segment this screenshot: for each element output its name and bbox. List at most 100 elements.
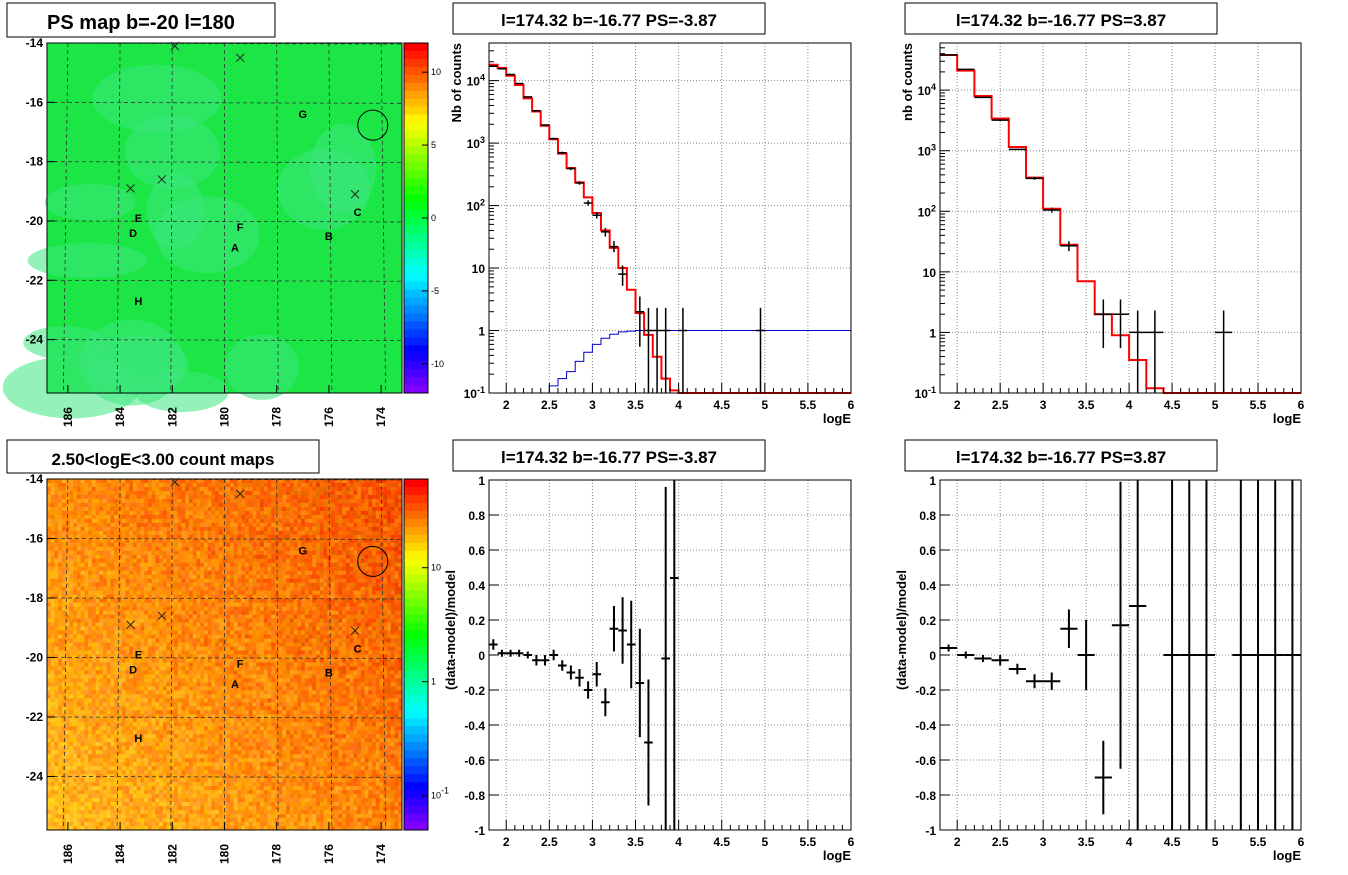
title-box xyxy=(6,2,276,38)
colorbar-step xyxy=(404,518,428,528)
data-point xyxy=(1215,310,1233,393)
data-point xyxy=(489,639,498,650)
source-label: D xyxy=(129,664,137,676)
colorbar: 10 5 0 -5 -10 xyxy=(403,42,444,394)
data-point xyxy=(575,669,584,687)
y-tick-label: -0.6 xyxy=(915,754,936,768)
x-tick-label: 5.5 xyxy=(800,835,817,849)
count-map-panel: 186 184 182 180 178 176 174 -14 -16 -18 -20 -22 -24 A… xyxy=(26,472,449,864)
colorbar-step xyxy=(404,162,428,171)
colorbar-step xyxy=(404,305,428,314)
colorbar-tick-label: 0 xyxy=(431,213,436,223)
data-point xyxy=(974,96,992,99)
y-tick-label: -22 xyxy=(26,273,44,287)
colorbar-step xyxy=(404,702,428,711)
map-gridline xyxy=(276,478,279,831)
data-point xyxy=(661,487,670,830)
map-patch xyxy=(225,334,299,400)
colorbar-step xyxy=(404,590,428,600)
x-tick-label: 6 xyxy=(848,398,855,412)
y-tick-label: 0 xyxy=(478,649,485,663)
x-tick-label: 5.5 xyxy=(1250,835,1267,849)
colorbar-step xyxy=(404,43,428,52)
x-tick-label: 176 xyxy=(322,844,336,864)
data-point xyxy=(540,655,550,666)
data-point xyxy=(1008,148,1026,151)
x-tick-label: 4.5 xyxy=(713,398,730,412)
colorbar-step xyxy=(404,534,428,544)
x-tick-label: 2.5 xyxy=(541,398,558,412)
colorbar-step xyxy=(404,361,428,370)
source-label: G xyxy=(299,109,308,121)
x-tick-label: 2.5 xyxy=(992,398,1009,412)
data-point xyxy=(583,200,593,206)
map-gridline xyxy=(46,101,403,104)
colorbar-step xyxy=(404,550,428,560)
colorbar-step xyxy=(404,225,428,235)
colorbar-step xyxy=(404,82,428,92)
colorbar-step xyxy=(404,50,428,60)
data-point xyxy=(1146,310,1164,393)
colorbar-step xyxy=(404,542,428,552)
colorbar-step xyxy=(404,486,428,496)
y-tick-label: 0.4 xyxy=(468,579,485,593)
x-tick-label: 2 xyxy=(503,835,510,849)
data-point xyxy=(670,480,679,830)
y-tick-label: 10 xyxy=(923,266,937,280)
map-gridline xyxy=(46,339,403,342)
data-point xyxy=(661,307,670,393)
title-box xyxy=(904,439,1218,472)
source-label: G xyxy=(299,545,308,557)
data-point xyxy=(497,649,507,657)
map-gridline xyxy=(46,657,403,659)
data-point xyxy=(1232,480,1250,830)
colorbar-step xyxy=(404,766,428,775)
x-tick-label: 180 xyxy=(218,407,232,427)
data-point xyxy=(609,606,619,652)
x-tick-label: 186 xyxy=(61,407,75,427)
data-point xyxy=(974,655,992,662)
cross-marker xyxy=(157,611,167,621)
x-tick-label: 6 xyxy=(1298,835,1305,849)
colorbar-step xyxy=(404,130,428,139)
residual-panel: 2 2.5 3 3.5 4 4.5 5 5.5 6 -1 -0.8 -0.6 -0.4 -0.2 0 0.2 0… xyxy=(894,474,1305,863)
colorbar-step xyxy=(404,385,428,394)
x-tick-label: 186 xyxy=(61,844,75,864)
x-tick-label: 5.5 xyxy=(1250,398,1267,412)
colorbar-step xyxy=(404,662,428,671)
data-point xyxy=(1060,241,1078,252)
colorbar-step xyxy=(404,670,428,679)
y-axis-label: (data-model)/model xyxy=(894,570,909,690)
colorbar-step xyxy=(404,622,428,632)
source-label: H xyxy=(134,733,142,745)
colorbar-step xyxy=(404,574,428,584)
data-point xyxy=(618,597,627,664)
data-point xyxy=(635,628,645,738)
data-point xyxy=(1129,310,1147,393)
colorbar-step xyxy=(404,654,428,663)
x-tick-label: 184 xyxy=(113,844,127,864)
y-tick-label: 1 xyxy=(478,325,485,339)
source-label: E xyxy=(135,650,142,662)
y-tick-label: 1 xyxy=(929,326,936,340)
map-gridline xyxy=(62,478,69,831)
colorbar-step xyxy=(404,106,428,116)
data-point xyxy=(557,660,567,671)
data-point xyxy=(1111,481,1130,769)
x-tick-label: 3.5 xyxy=(627,835,644,849)
x-tick-label: 3 xyxy=(1040,398,1047,412)
colorbar-step xyxy=(404,241,428,251)
source-label: C xyxy=(354,207,362,219)
y-axis-label: Nb of counts xyxy=(449,43,464,122)
colorbar-step xyxy=(404,822,428,831)
source-label: A xyxy=(231,243,239,255)
x-tick-label: 4.5 xyxy=(1164,398,1181,412)
y-tick-label: 0.6 xyxy=(919,544,936,558)
data-point xyxy=(678,307,688,393)
x-tick-label: 178 xyxy=(270,844,284,864)
cross-marker xyxy=(126,183,135,193)
y-tick-label: 0.4 xyxy=(919,579,936,593)
title-text: l=174.32 b=-16.77 PS=3.87 xyxy=(956,448,1166,467)
panel-title: l=174.32 b=-16.77 PS=3.87 xyxy=(904,2,1218,35)
data-point xyxy=(991,655,1009,666)
